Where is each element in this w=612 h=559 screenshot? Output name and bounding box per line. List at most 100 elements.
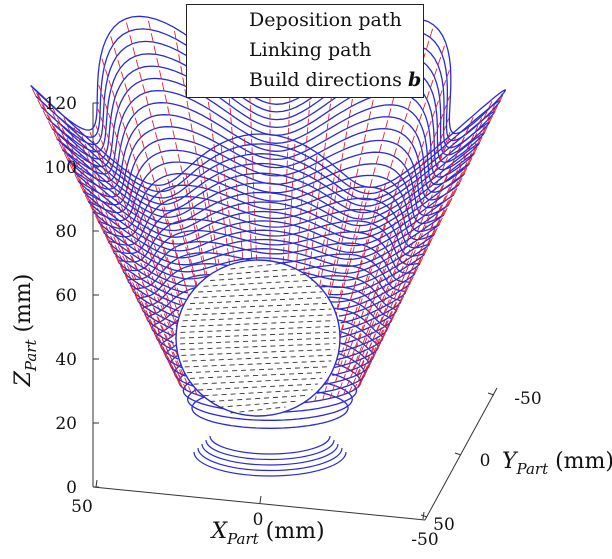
legend: Deposition path Linking path Build direc… (186, 4, 424, 98)
build-direction-arrow (340, 290, 341, 295)
build-direction-arrow (170, 119, 172, 127)
build-direction-arrow (340, 164, 341, 172)
build-direction-arrow (333, 267, 334, 272)
build-direction-arrow (364, 189, 365, 193)
z-axis-title: ZPart (mm) (11, 274, 40, 388)
build-direction-arrow (128, 95, 130, 103)
build-direction-arrow (112, 91, 114, 98)
build-direction-arrow (398, 137, 401, 145)
build-direction-arrow (193, 135, 194, 143)
build-direction-arrow (447, 70, 450, 77)
build-direction-arrow (221, 146, 222, 153)
build-direction-arrow (418, 151, 421, 158)
build-direction-arrow (146, 96, 148, 104)
build-direction-arrow (302, 190, 303, 196)
build-direction-arrow (171, 191, 173, 199)
build-direction-arrow (350, 248, 351, 253)
build-direction-arrow (342, 153, 343, 161)
build-direction-arrow (101, 140, 103, 145)
build-direction-arrow (306, 250, 307, 256)
build-direction-arrow (130, 35, 132, 44)
build-direction-arrow (187, 245, 188, 250)
build-direction-arrow (297, 254, 298, 261)
build-direction-arrow (119, 112, 121, 119)
build-direction-arrow (372, 100, 374, 108)
build-direction-arrow (156, 186, 158, 194)
build-direction-arrow (232, 136, 233, 143)
build-direction-arrow (182, 224, 183, 229)
build-direction-arrow (217, 251, 218, 257)
x-tick-mark (96, 480, 97, 487)
build-direction-arrow (114, 48, 116, 56)
build-direction-arrow (336, 252, 337, 257)
build-direction-arrow (207, 192, 208, 198)
z-tick-label: 80 (55, 222, 77, 242)
build-direction-arrow (331, 274, 332, 279)
build-direction-arrow (312, 190, 313, 196)
build-direction-arrow (149, 21, 151, 30)
legend-label-deposition: Deposition path (249, 9, 402, 31)
z-tick-label: 60 (55, 286, 77, 306)
build-direction-arrow (231, 117, 232, 124)
build-direction-arrow (237, 184, 238, 191)
build-direction-arrow (340, 231, 341, 236)
y-tick-label: -50 (514, 389, 541, 409)
z-tick-label: 0 (66, 478, 77, 498)
build-direction-arrow (401, 125, 404, 133)
build-direction-arrow (157, 58, 159, 67)
build-direction-arrow (309, 224, 310, 230)
build-direction-arrow (308, 119, 309, 125)
build-direction-arrow (316, 156, 317, 162)
build-direction-arrow (222, 207, 223, 214)
build-direction-arrow (234, 255, 235, 261)
build-direction-arrow (318, 192, 319, 199)
build-direction-arrow (137, 164, 139, 171)
build-direction-arrow (149, 108, 151, 116)
build-direction-arrow (191, 211, 193, 219)
build-direction-arrow (315, 164, 316, 170)
legend-item-linking: Linking path (187, 37, 423, 67)
build-direction-arrow (232, 127, 233, 134)
build-direction-arrow (173, 130, 175, 138)
legend-item-build: Build directions b (187, 67, 423, 97)
build-direction-arrow (162, 208, 164, 216)
build-direction-arrow (197, 225, 198, 230)
build-direction-arrow (379, 144, 381, 152)
build-direction-arrow (352, 241, 353, 246)
build-direction-arrow (125, 160, 127, 167)
build-direction-arrow (429, 121, 432, 128)
build-direction-arrow (198, 233, 199, 238)
build-direction-arrow (339, 238, 340, 243)
build-direction-arrow (225, 228, 226, 235)
build-direction-arrow (191, 259, 192, 264)
build-direction-arrow (173, 316, 175, 323)
build-direction-arrow (230, 219, 231, 225)
build-direction-arrow (345, 268, 346, 273)
build-direction-arrow (349, 255, 350, 260)
build-direction-arrow (304, 172, 305, 178)
build-direction-arrow (231, 228, 232, 234)
build-direction-arrow (370, 179, 372, 187)
build-direction-arrow (123, 122, 125, 129)
build-direction-arrow (438, 57, 441, 65)
build-direction-arrow (213, 226, 214, 232)
build-direction-arrow (309, 101, 310, 107)
build-direction-arrow (337, 245, 338, 250)
build-direction-arrow (181, 66, 182, 74)
build-direction-arrow (327, 216, 328, 222)
z-tick-label: 20 (55, 414, 77, 434)
build-direction-arrow (203, 167, 204, 173)
build-direction-arrow (405, 158, 408, 166)
build-direction-arrow (443, 80, 446, 87)
build-direction-arrow (133, 154, 135, 161)
build-direction-arrow (416, 125, 419, 133)
build-direction-arrow (194, 274, 195, 279)
build-direction-arrow (116, 101, 118, 108)
build-direction-arrow (426, 41, 429, 50)
build-direction-arrow (211, 217, 212, 223)
build-direction-arrow (361, 213, 363, 221)
build-direction-arrow (323, 240, 324, 245)
y-tick-label: 0 (480, 451, 491, 471)
build-direction-arrow (159, 144, 161, 152)
build-direction-arrow (105, 70, 108, 77)
